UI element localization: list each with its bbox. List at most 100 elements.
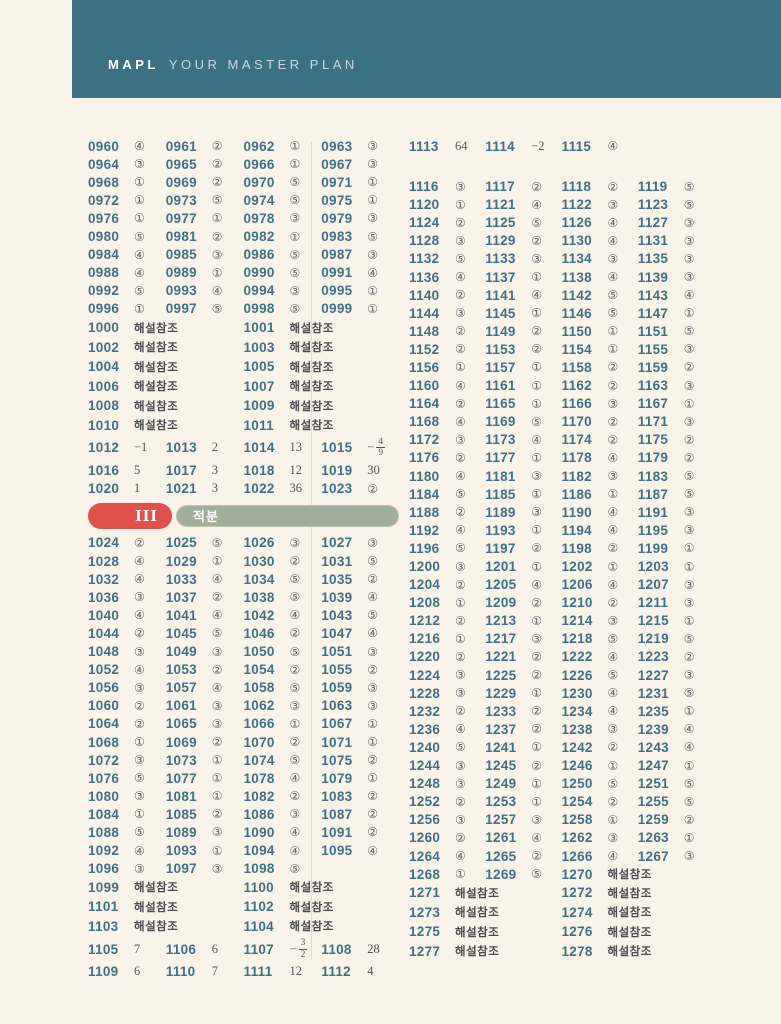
problem-number: 0987 [321, 247, 353, 263]
answer-value: ② [211, 735, 223, 750]
answer-value: ⑤ [367, 229, 379, 244]
answer-value: ⑤ [211, 301, 223, 316]
answer-value: ④ [607, 505, 619, 520]
answer-value: ② [455, 704, 466, 719]
answer-value: 해설참조 [134, 921, 179, 934]
problem-number: 1259 [637, 812, 669, 828]
answer-value: ⑤ [683, 776, 695, 791]
answer-value: ② [455, 505, 466, 520]
answer-value: ⑤ [211, 193, 223, 208]
problem-number: 1208 [409, 595, 441, 611]
answer-pair: 1124 ② [409, 215, 485, 230]
problem-number: 1159 [637, 359, 669, 375]
answer-value: ④ [607, 270, 619, 285]
answer-pair: 1070 ② [244, 735, 322, 750]
answer-pair: 1121 ④ [485, 197, 561, 212]
answer-value: ③ [367, 535, 379, 550]
answer-value: ③ [134, 753, 145, 768]
section-numeral: III [135, 505, 158, 525]
answer-row: 1064 ② 1065 ③ 1066 ① 1067 ① [88, 715, 399, 733]
answer-value: ⑤ [683, 794, 695, 809]
answer-pair: 1110 7 [166, 964, 244, 979]
answer-value: ⑤ [289, 572, 301, 587]
answer-pair: 1033 ④ [166, 572, 244, 587]
problem-number: 1103 [88, 918, 119, 934]
problem-number: 0963 [321, 138, 353, 154]
answer-pair: 1006 해설참조 [88, 378, 244, 394]
problem-number: 1141 [485, 287, 516, 303]
answer-pair: 1023 ② [321, 481, 399, 496]
answer-pair: 1165 ① [485, 396, 561, 411]
answer-pair: 1022 36 [244, 481, 322, 496]
answer-value: ③ [683, 577, 695, 592]
problem-number: 1113 [409, 138, 439, 154]
problem-number: 1195 [637, 522, 669, 538]
answer-pair: 1010 해설참조 [88, 417, 244, 433]
answer-pair: 1269 ⑤ [485, 867, 561, 882]
answer-pair: 1069 ② [166, 735, 244, 750]
problem-number: 1109 [88, 963, 119, 979]
answer-pair: 1249 ① [485, 776, 561, 791]
problem-number: 1261 [485, 830, 517, 846]
answer-row: 1271 해설참조 1272 해설참조 [409, 883, 714, 903]
answer-pair: 1263 ① [638, 830, 714, 845]
column-divider [311, 142, 312, 960]
problem-number: 1042 [243, 607, 275, 623]
answer-value: ① [607, 342, 619, 357]
answer-pair: 1066 ① [244, 716, 322, 731]
answer-pair: 1030 ② [244, 554, 322, 569]
answer-value: ① [683, 396, 695, 411]
answer-pair: 1260 ② [409, 830, 485, 845]
problem-number: 1216 [409, 631, 441, 647]
problem-number: 0967 [321, 156, 353, 172]
answer-row: 1212 ② 1213 ① 1214 ③ 1215 ① [409, 612, 714, 630]
answer-value: 해설참조 [134, 400, 179, 413]
answer-row: 1204 ② 1205 ④ 1206 ④ 1207 ③ [409, 576, 714, 594]
answer-value: ① [211, 771, 223, 786]
answer-value: ① [134, 175, 145, 190]
problem-number: 1166 [561, 396, 592, 412]
answer-value: ① [211, 843, 223, 858]
answer-row: 1113 64 1114 −2 1115 ④ [409, 137, 714, 156]
problem-number: 1219 [637, 631, 669, 647]
answer-value: ① [134, 735, 145, 750]
answer-pair: 1024 ② [88, 535, 166, 550]
answer-row: 1020 1 1021 3 1022 36 1023 ② [88, 479, 399, 498]
answer-pair: 1098 ⑤ [244, 861, 322, 876]
problem-number: 1001 [243, 320, 275, 336]
problem-number: 1189 [485, 504, 516, 520]
answer-row: 1273 해설참조 1274 해설참조 [409, 903, 714, 923]
answer-value: 해설참조 [607, 946, 652, 959]
answer-value: ② [607, 595, 619, 610]
problem-number: 0995 [321, 283, 353, 299]
answer-pair: 1176 ② [409, 450, 485, 465]
answer-value: ⑤ [607, 776, 619, 791]
problem-number: 0984 [88, 247, 120, 263]
answer-value: ④ [134, 554, 145, 569]
answer-value: ⑤ [607, 631, 619, 646]
answer-value: ③ [455, 233, 466, 248]
problem-number: 1211 [637, 595, 669, 611]
problem-number: 1221 [485, 649, 517, 665]
answer-value: ⑤ [683, 197, 695, 212]
answer-value: 해설참조 [607, 926, 652, 939]
problem-number: 1139 [637, 269, 669, 285]
answer-pair: 1212 ② [409, 613, 485, 628]
answer-value: ④ [289, 771, 301, 786]
answer-pair: 0960 ④ [88, 139, 166, 154]
answer-value: ⑤ [455, 487, 466, 502]
answer-pair: 1105 7 [88, 942, 166, 957]
problem-number: 1044 [88, 625, 120, 641]
answer-pair: 1218 ⑤ [562, 631, 638, 646]
answer-value: ② [367, 753, 379, 768]
problem-number: 1025 [165, 535, 197, 551]
answer-value: 해설참조 [289, 921, 334, 934]
answer-pair: 1063 ③ [321, 698, 399, 713]
answer-value: ② [683, 812, 695, 827]
answer-value: ⑤ [289, 590, 301, 605]
answer-pair: 1036 ③ [88, 590, 166, 605]
problem-number: 1056 [88, 680, 120, 696]
problem-number: 1041 [165, 607, 197, 623]
problem-number: 1277 [409, 943, 441, 959]
problem-number: 1069 [165, 734, 197, 750]
